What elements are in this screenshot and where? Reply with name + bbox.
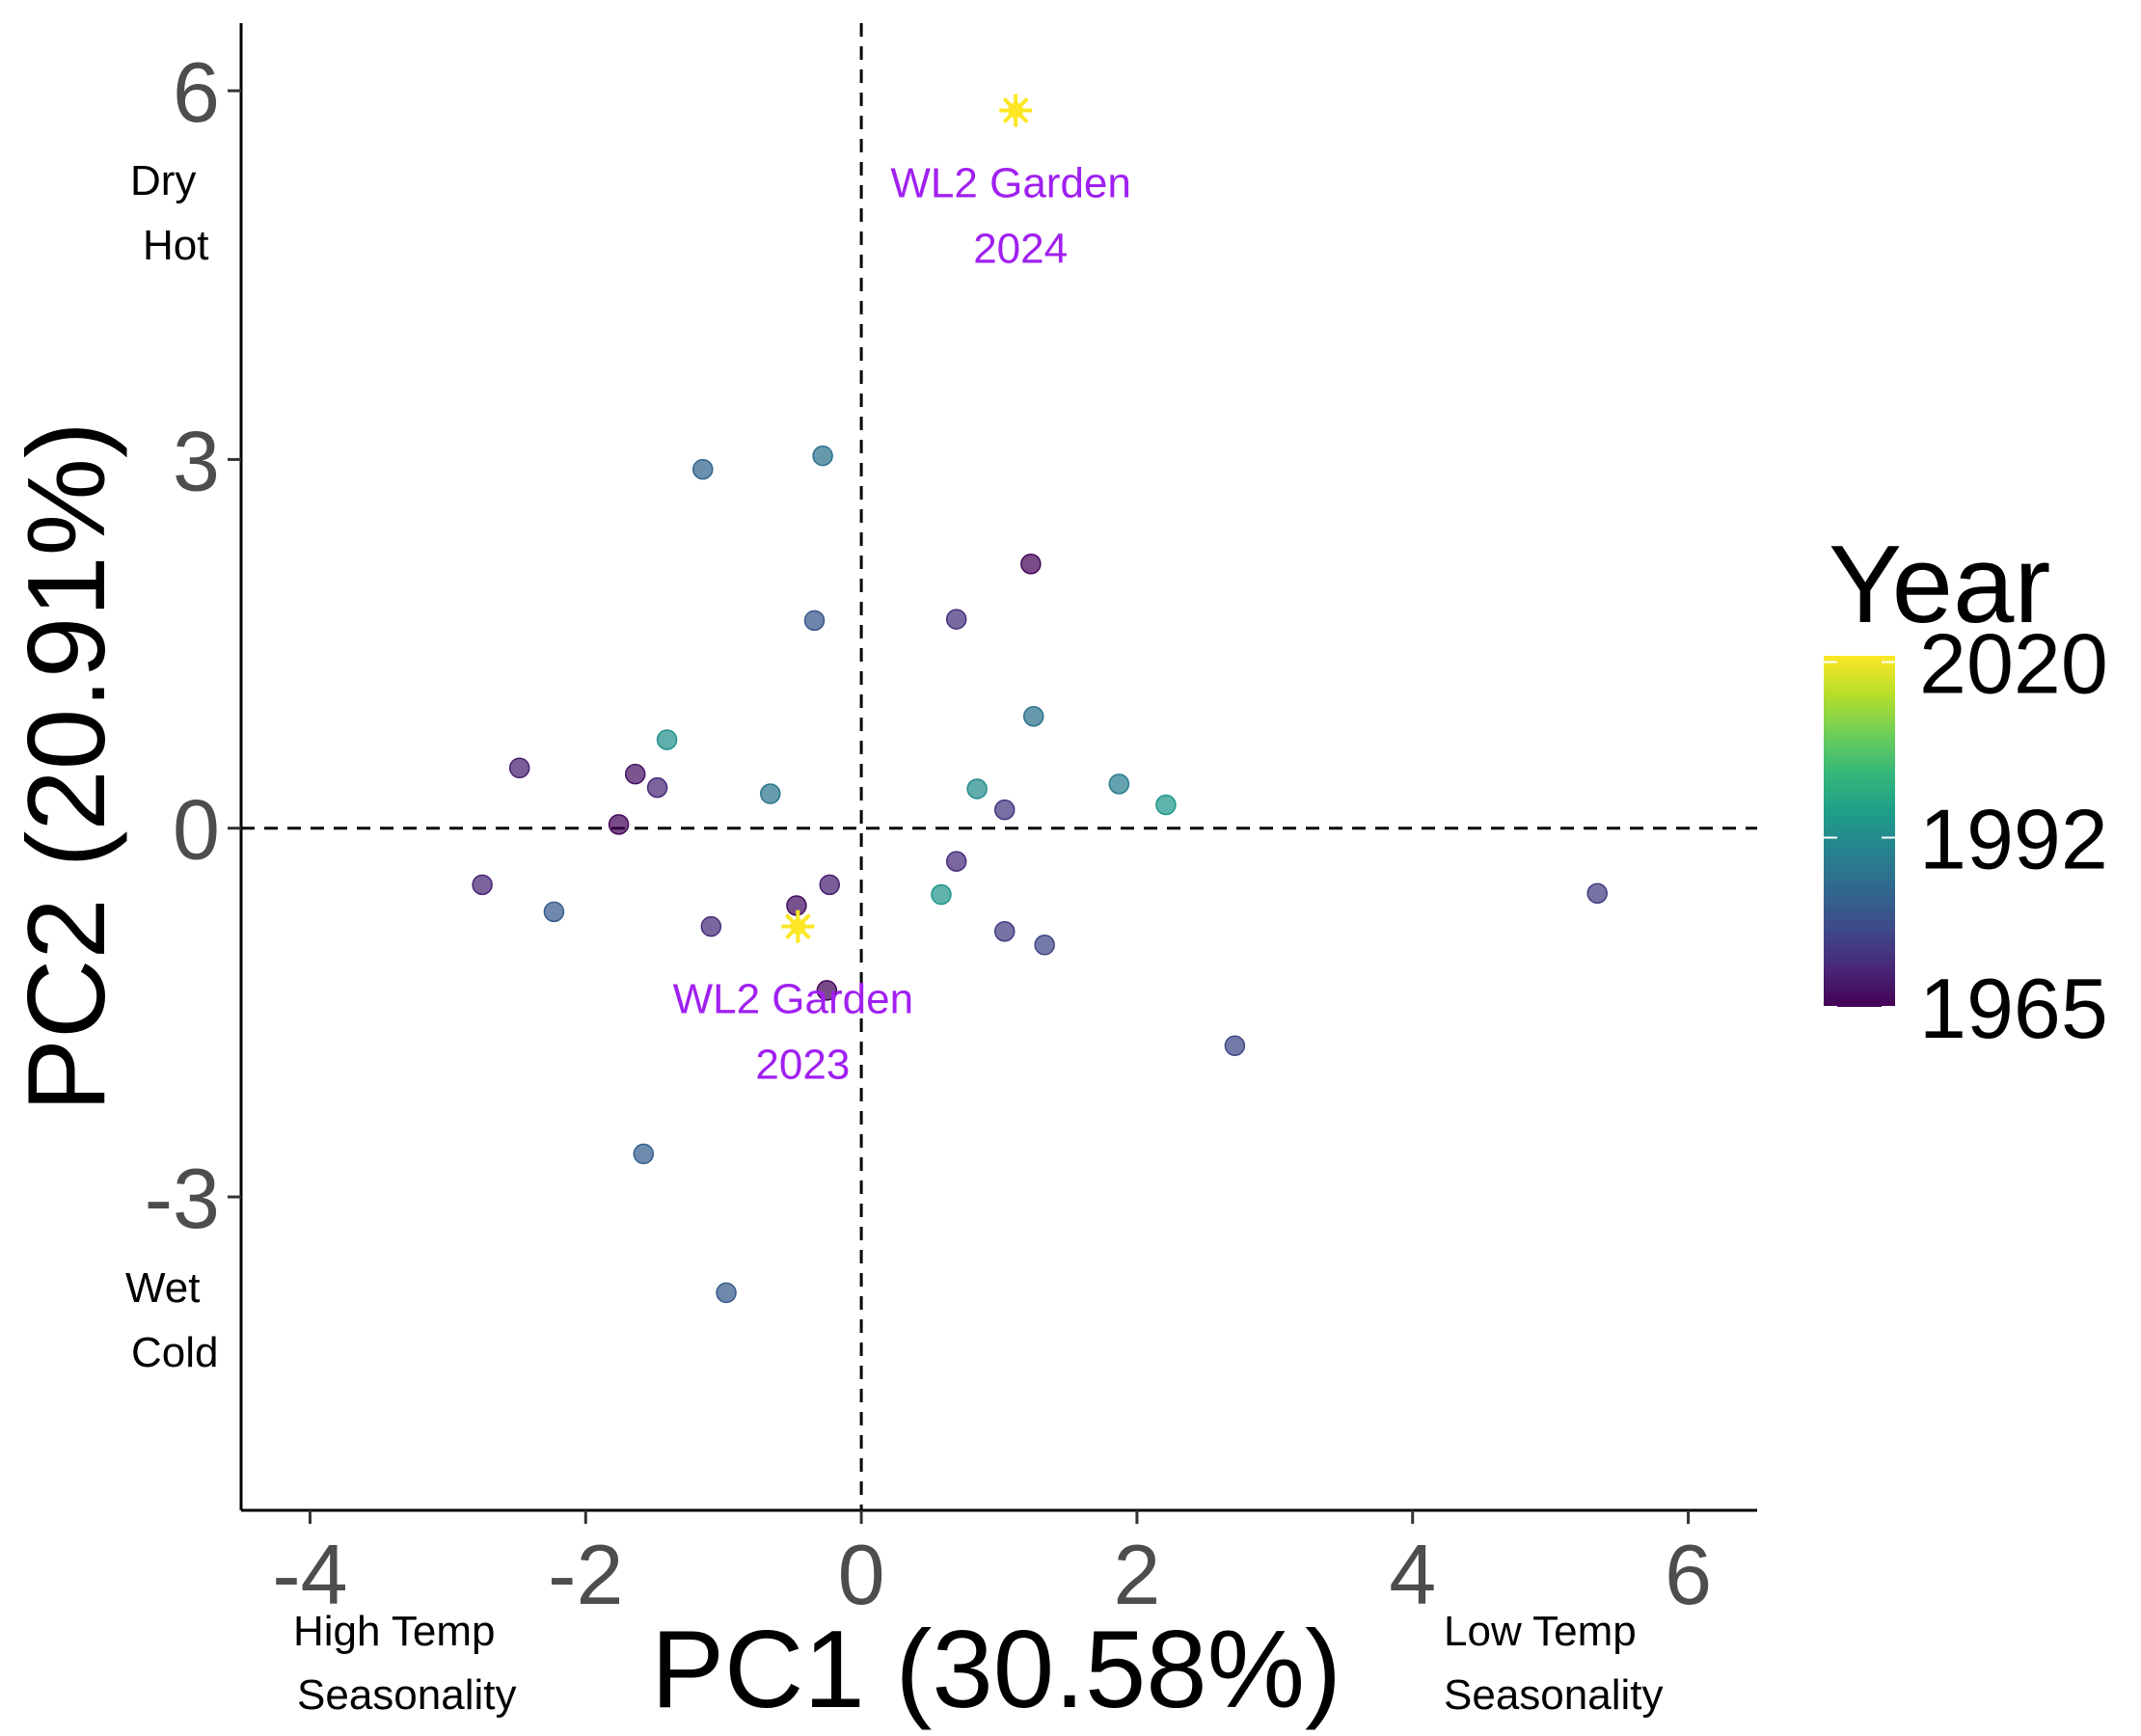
data-point [993,921,1016,942]
data-point [700,915,722,937]
note-hot: Hot [143,222,208,269]
garden-markers: WL2 Garden 2024 WL2 Garden 2023 [673,94,1131,1089]
note-high-temp: High Temp [293,1608,496,1655]
data-point [803,610,826,632]
legend-tick-label: 1992 [1919,792,2108,887]
data-point [945,851,967,872]
y-tick-label: 3 [173,413,220,508]
garden-label-year: 2024 [973,225,1068,272]
x-axis-title: PC1 (30.58%) [651,1609,1342,1731]
note-low-temp: Low Temp [1444,1608,1637,1655]
x-tick-label: -2 [548,1527,623,1622]
data-point [760,783,781,804]
data-point [608,814,630,835]
data-point [624,763,646,785]
x-tick-label: 4 [1389,1527,1436,1622]
garden-label-year: 2023 [755,1042,850,1089]
data-point [993,799,1016,821]
data-points [472,445,1608,1304]
plot-panel: WL2 Garden 2024 WL2 Garden 2023 -4 -2 0 2 4 6 -3… [145,23,1757,1622]
x-axis-ticks: -4 -2 0 2 4 6 [272,1510,1712,1622]
data-point [1224,1035,1246,1057]
y-axis-ticks: -3 0 3 6 [145,44,241,1246]
x-tick-label: 2 [1113,1527,1160,1622]
note-high-seasonality: Seasonality [297,1671,516,1719]
garden-star-marker [999,94,1033,127]
data-point [1108,773,1130,795]
x-tick-label: 6 [1665,1527,1712,1622]
note-low-seasonality: Seasonality [1444,1671,1663,1719]
data-point [543,901,565,923]
legend-tick-label: 2020 [1919,616,2108,712]
data-point [633,1143,655,1165]
data-point [656,729,678,750]
y-axis-title: PC2 (20.91%) [6,421,128,1112]
data-point [819,874,840,896]
data-point [1586,882,1608,905]
garden-label-name: WL2 Garden [890,159,1130,206]
legend-title: Year [1829,524,2050,646]
note-wet: Wet [125,1264,200,1312]
legend-tick-label: 1965 [1919,961,2108,1056]
y-tick-label: -3 [145,1151,220,1246]
x-tick-label: 0 [838,1527,885,1622]
corner-notes: Dry Hot Wet Cold High Temp Seasonality L… [125,157,1663,1719]
data-point [816,980,838,1001]
y-tick-label: 6 [173,44,220,140]
legend-colorbar [1824,656,1895,1007]
data-point [716,1282,737,1304]
color-legend: Year 1965 1992 2020 [1824,524,2108,1056]
garden-label-name: WL2 Garden [673,976,913,1023]
data-point [812,445,833,467]
data-point [966,778,988,800]
data-point [472,874,493,896]
legend-ticks: 1965 1992 2020 [1824,616,2108,1056]
data-point [1022,706,1044,727]
note-cold: Cold [131,1329,219,1376]
y-tick-label: 0 [173,782,220,878]
data-point [508,757,530,779]
data-point [691,458,714,480]
data-point [1155,794,1177,816]
data-point [931,883,952,906]
data-point [1020,553,1042,575]
data-point [945,609,967,630]
note-dry: Dry [130,157,196,204]
data-point [1034,935,1055,956]
x-tick-label: -4 [272,1527,347,1622]
garden-star-marker [781,909,815,943]
data-point [646,776,668,799]
